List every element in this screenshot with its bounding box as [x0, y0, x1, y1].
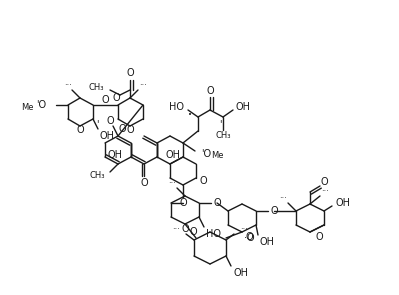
- Text: O: O: [270, 206, 278, 216]
- Text: O: O: [206, 86, 214, 96]
- Text: O: O: [112, 93, 120, 103]
- Text: OH: OH: [233, 268, 248, 278]
- Text: ···: ···: [172, 225, 180, 235]
- Text: OH: OH: [336, 198, 351, 208]
- Text: ···: ···: [321, 188, 329, 196]
- Text: CH₃: CH₃: [215, 132, 231, 140]
- Text: CH₃: CH₃: [89, 83, 104, 91]
- Text: O: O: [101, 95, 109, 105]
- Text: O: O: [245, 232, 253, 242]
- Text: O: O: [106, 116, 114, 126]
- Text: O: O: [126, 68, 134, 78]
- Text: 'O: 'O: [201, 149, 211, 159]
- Text: 'O: 'O: [36, 100, 46, 110]
- Text: O: O: [118, 124, 126, 134]
- Text: O: O: [126, 125, 134, 135]
- Text: ···: ···: [64, 81, 72, 91]
- Text: O: O: [320, 177, 328, 187]
- Text: ': ': [219, 119, 221, 129]
- Text: OH: OH: [236, 102, 251, 112]
- Text: O: O: [76, 125, 84, 135]
- Text: O: O: [179, 198, 187, 208]
- Text: Me: Me: [211, 152, 223, 160]
- Text: ···: ···: [240, 225, 248, 235]
- Text: O: O: [199, 176, 207, 186]
- Text: O: O: [315, 232, 323, 242]
- Text: ···: ···: [139, 81, 147, 91]
- Text: Me: Me: [22, 102, 34, 112]
- Text: ·O: ·O: [244, 233, 255, 243]
- Text: OH: OH: [100, 131, 115, 141]
- Text: OH: OH: [108, 150, 123, 160]
- Text: ···: ···: [279, 194, 287, 204]
- Text: O: O: [140, 178, 148, 188]
- Text: O: O: [213, 198, 221, 208]
- Text: OH: OH: [165, 150, 180, 160]
- Text: ···: ···: [168, 179, 176, 189]
- Text: ': ': [96, 119, 99, 129]
- Text: HO: HO: [206, 229, 221, 239]
- Text: O: O: [190, 227, 198, 237]
- Text: CH₃: CH₃: [89, 171, 105, 181]
- Text: O: O: [181, 224, 189, 234]
- Text: OH: OH: [259, 237, 274, 247]
- Text: •: •: [188, 112, 192, 118]
- Text: HO: HO: [169, 102, 184, 112]
